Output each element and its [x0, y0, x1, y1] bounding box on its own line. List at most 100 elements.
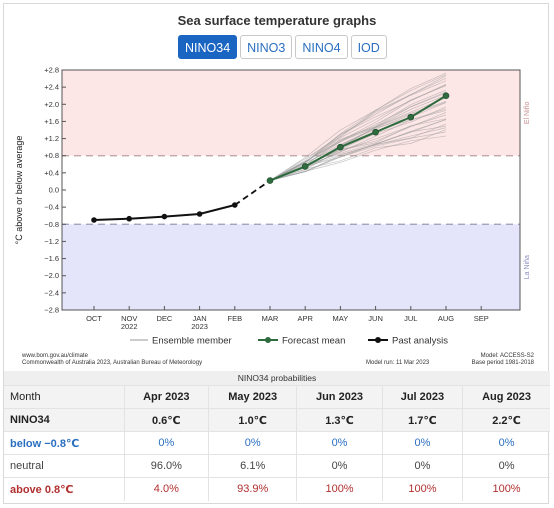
la-nina-label: La Niña [524, 255, 531, 279]
forecast-mean-point [407, 113, 415, 121]
y-tick-label: 0.0 [49, 186, 59, 195]
x-tick-label: MAY [333, 314, 349, 323]
x-tick-label: DEC [156, 314, 172, 323]
past-analysis-point [196, 211, 203, 217]
legend-forecast-marker [265, 337, 271, 343]
table-cell: 96.0% [123, 454, 209, 478]
table-cell: 4.0% [123, 477, 209, 501]
el-nino-label: El Niño [524, 101, 531, 124]
row-label: below −0.8℃ [4, 431, 124, 455]
ensemble-member-line [269, 119, 447, 181]
table-cell: 1.7℃ [381, 408, 463, 432]
y-tick-label: −0.4 [44, 203, 59, 212]
x-tick-label: JAN [193, 314, 207, 323]
table-cell: 0% [462, 454, 550, 478]
y-tick-label: +0.8 [44, 151, 59, 160]
forecast-mean-point [301, 163, 309, 170]
footer-copyright: Commonwealth of Australia 2023, Australi… [22, 360, 203, 366]
sst-chart: +2.8 +2.4 +2.0 +1.6 +1.2 +0.8 +0.4 0.0 −0.4 −0.8 −… [14, 66, 531, 347]
y-tick-label: +1.2 [44, 134, 59, 143]
x-tick-label: FEB [228, 314, 243, 323]
past-analysis-point [161, 213, 168, 220]
table-cell: 1.0℃ [208, 408, 297, 432]
x-tick-label: MAR [262, 314, 279, 323]
forecast-mean-point [337, 143, 344, 151]
table-row: neutral 96.0% 6.1% 0% 0% 0% [4, 454, 550, 478]
y-tick-label: −1.6 [44, 254, 59, 263]
column-header: Apr 2023 [123, 385, 209, 409]
footer-model: Model: ACCESS-S2 [480, 353, 534, 359]
probabilities-title: NINO34 probabilities [4, 371, 550, 385]
la-nina-zone [62, 224, 520, 310]
column-header-month: Month [4, 385, 124, 409]
y-tick-label: +2.8 [44, 66, 59, 75]
ensemble-member-line [269, 123, 447, 181]
page-title: Sea surface temperature graphs [177, 13, 377, 28]
y-tick-label: +2.0 [44, 100, 59, 109]
probabilities-table: Month Apr 2023 May 2023 Jun 2023 Jul 202… [4, 385, 550, 501]
table-cell: 0% [123, 431, 209, 455]
legend-past-label: Past analysis [392, 336, 448, 347]
y-tick-label: −2.4 [44, 288, 59, 297]
ensemble-member-line [269, 75, 447, 181]
y-tick-label: +0.4 [44, 168, 59, 177]
x-year-label: 2023 [191, 322, 208, 331]
tab-nino4[interactable]: NINO4 [295, 35, 348, 59]
row-label: NINO34 [4, 408, 124, 432]
table-cell: 93.9% [208, 477, 297, 501]
transition-line [234, 179, 271, 206]
table-row: below −0.8℃ 0% 0% 0% 0% 0% [4, 431, 550, 455]
row-label: above 0.8℃ [4, 477, 124, 501]
table-row: above 0.8℃ 4.0% 93.9% 100% 100% 100% [4, 477, 550, 501]
index-tabs: NINO34 NINO3 NINO4 IOD [178, 35, 387, 59]
el-nino-zone [62, 70, 520, 156]
table-cell: 100% [296, 477, 383, 501]
forecast-mean-line [269, 94, 447, 182]
x-tick-label: APR [297, 314, 313, 323]
y-tick-label: −0.8 [44, 220, 59, 229]
x-tick-label: NOV [121, 314, 137, 323]
x-tick-label: SEP [474, 314, 489, 323]
y-tick-label: −1.2 [44, 237, 59, 246]
ensemble-member-line [269, 74, 447, 181]
y-tick-label: −2.0 [44, 271, 59, 280]
table-cell: 0% [296, 454, 383, 478]
x-tick-label: JUL [404, 314, 417, 323]
ensemble-member-line [269, 129, 447, 181]
table-header-row: Month Apr 2023 May 2023 Jun 2023 Jul 202… [4, 385, 550, 409]
footer-base-period: Base period 1981-2018 [471, 360, 534, 366]
forecast-mean-point [442, 92, 450, 100]
footer-model-run: Model run: 11 Mar 2023 [366, 360, 430, 366]
y-axis-label: °C above or below average [14, 136, 24, 245]
column-header: Aug 2023 [462, 385, 550, 409]
tab-iod[interactable]: IOD [350, 35, 387, 59]
ensemble-member-line [269, 91, 447, 181]
x-tick-label: JUN [368, 314, 383, 323]
column-header: May 2023 [208, 385, 297, 409]
table-cell: 100% [381, 477, 463, 501]
column-header: Jun 2023 [296, 385, 383, 409]
forecast-mean-point [266, 177, 274, 184]
table-cell: 6.1% [208, 454, 297, 478]
ensemble-member-line [269, 72, 447, 181]
table-cell: 100% [462, 477, 550, 501]
row-label: neutral [4, 454, 124, 478]
forecast-mean-point [372, 128, 379, 136]
tab-nino34[interactable]: NINO34 [178, 35, 238, 59]
legend-past-marker [375, 337, 381, 343]
table-cell: 0% [208, 431, 297, 455]
table-row: NINO34 0.6℃ 1.0℃ 1.3℃ 1.7℃ 2.2℃ [4, 408, 550, 432]
table-cell: 0% [381, 454, 463, 478]
past-analysis-point [126, 215, 132, 222]
y-tick-label: −2.8 [44, 306, 59, 315]
neutral-zone [62, 155, 520, 225]
table-cell: 0% [381, 431, 463, 455]
table-cell: 1.3℃ [296, 408, 383, 432]
tab-nino3[interactable]: NINO3 [240, 35, 293, 59]
past-analysis-point [91, 217, 97, 223]
legend-forecast-label: Forecast mean [282, 336, 345, 347]
footer-website: www.bom.gov.au/climate [22, 353, 88, 359]
y-tick-label: +2.4 [44, 83, 59, 92]
x-tick-label: AUG [438, 314, 454, 323]
table-cell: 0.6℃ [123, 408, 209, 432]
